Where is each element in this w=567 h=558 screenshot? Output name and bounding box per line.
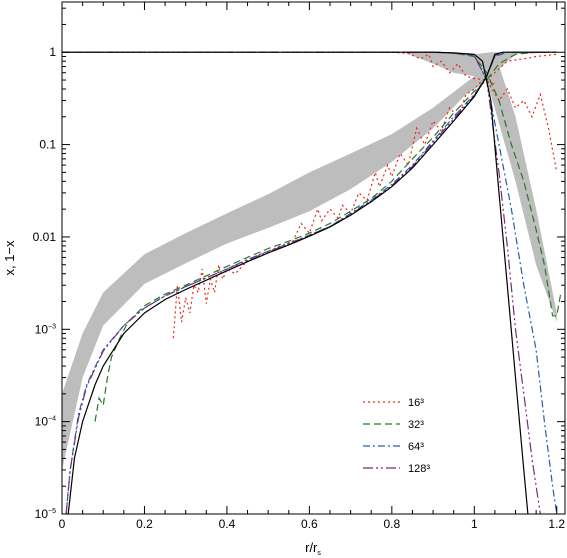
series-2-ionized-line (62, 51, 558, 514)
y-tick-label: 0.1 (39, 138, 56, 152)
series-1-neutral-line (94, 51, 557, 422)
x-axis-label: r/rs (305, 540, 321, 557)
x-tick-label: 0.2 (136, 517, 153, 531)
y-tick-label: 0.01 (33, 230, 57, 244)
plot-frame (61, 1, 566, 515)
series-4-neutral-line (67, 51, 557, 514)
legend-label: 64³ (408, 441, 424, 453)
y-tick-label: 10−3 (35, 322, 56, 336)
legend: 16³ 32³ 64³ 128³ (363, 397, 430, 475)
tick-labels: 0 0.2 0.4 0.6 0.8 1 1.2 1 0.1 0.01 10−3 10−4 10−5 (33, 45, 566, 531)
x-tick-label: 1.2 (548, 517, 565, 531)
series-4-ionized-line (62, 51, 529, 514)
series-0-neutral-line (172, 79, 496, 339)
legend-label: 32³ (408, 419, 424, 431)
shaded-band-neutral (62, 52, 557, 470)
x-tick-label: 0.6 (301, 517, 318, 531)
band-layer (62, 52, 557, 470)
ticks-layer (61, 2, 565, 515)
x-axis-label-sub: s (317, 550, 321, 557)
legend-label: 16³ (408, 397, 424, 409)
series-3-ionized-line (62, 51, 541, 514)
y-tick-label: 10−4 (35, 415, 56, 429)
x-tick-label: 0.8 (383, 517, 400, 531)
series-3-neutral-line (65, 51, 557, 514)
x-tick-label: 1 (471, 517, 478, 531)
x-tick-label: 0 (59, 517, 66, 531)
y-tick-label: 1 (49, 45, 56, 59)
x-axis-label-main: r/r (305, 540, 318, 555)
y-tick-label: 10−5 (35, 507, 56, 521)
y-axis-label: x, 1−x (2, 240, 17, 276)
x-tick-label: 0.4 (219, 517, 236, 531)
series-layer (62, 51, 562, 514)
legend-label: 128³ (408, 463, 430, 475)
series-0-ionized-line (317, 51, 558, 173)
